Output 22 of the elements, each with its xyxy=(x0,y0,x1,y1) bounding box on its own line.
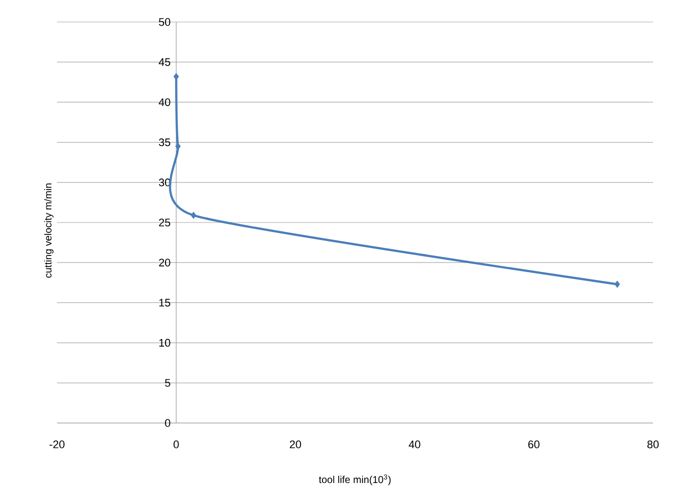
y-tick-label: 20 xyxy=(159,258,170,266)
x-tick-label: 80 xyxy=(647,440,659,448)
point xyxy=(173,72,179,80)
x-tick-label: 20 xyxy=(290,440,302,448)
y-tick-label: 45 xyxy=(158,58,170,66)
x-tick-label: 60 xyxy=(528,440,540,448)
point xyxy=(614,280,620,288)
y-tick-label: 0 xyxy=(165,419,170,427)
y-tick-label: 15 xyxy=(159,298,170,307)
x-tick-label: -20 xyxy=(50,440,64,448)
y-tick-label: 10 xyxy=(159,338,170,347)
x-tick-label: 0 xyxy=(174,440,179,448)
y-tick-label: 50 xyxy=(158,18,170,26)
y-tick-label: 35 xyxy=(158,138,170,146)
y-axis-title: cutting velocity m/min xyxy=(44,184,54,278)
point xyxy=(175,142,181,150)
y-tick-label: 25 xyxy=(159,218,170,226)
point xyxy=(190,212,196,219)
x-tick-label: 40 xyxy=(408,440,420,448)
y-tick-label: 40 xyxy=(158,98,170,106)
x-axis-title: tool life min(10$^{3}$) xyxy=(318,474,391,486)
y-tick-label: 5 xyxy=(165,379,170,387)
